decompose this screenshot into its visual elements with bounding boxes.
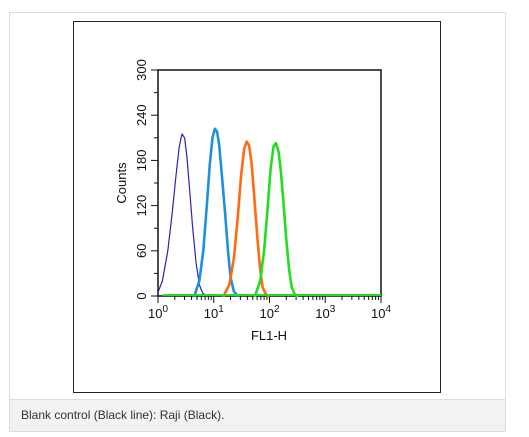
y-tick-label: 120 — [134, 195, 149, 217]
figure-caption: Blank control (Black line): Raji (Black)… — [21, 408, 225, 422]
y-axis: 0 60 120 180 240 300 — [134, 59, 158, 300]
caption-bar: Blank control (Black line): Raji (Black)… — [9, 399, 506, 432]
y-tick-label: 300 — [134, 59, 149, 81]
histogram-series-3 — [222, 140, 270, 298]
x-tick-label: 103 — [315, 304, 335, 321]
flow-cytometry-histogram: 0 60 120 180 240 300 100 101 102 103 104 Counts F… — [114, 59, 391, 343]
y-tick-label: 180 — [134, 150, 149, 172]
y-tick-label: 0 — [134, 292, 149, 299]
histogram-series-2 — [193, 127, 240, 298]
x-axis-label: FL1-H — [251, 328, 287, 343]
x-tick-label: 104 — [371, 304, 391, 321]
y-tick-label: 240 — [134, 104, 149, 126]
x-axis: 100 101 102 103 104 — [148, 296, 391, 321]
y-axis-label: Counts — [114, 162, 129, 204]
histogram-series-4 — [253, 141, 299, 298]
x-tick-label: 100 — [148, 304, 168, 321]
y-tick-label: 60 — [134, 244, 149, 258]
x-tick-label: 101 — [204, 304, 224, 321]
series-layer — [157, 127, 381, 298]
histogram-series-1 — [157, 133, 208, 297]
x-tick-label: 102 — [259, 304, 279, 321]
chart-figure: 0 60 120 180 240 300 100 101 102 103 104 Counts F… — [73, 21, 441, 393]
